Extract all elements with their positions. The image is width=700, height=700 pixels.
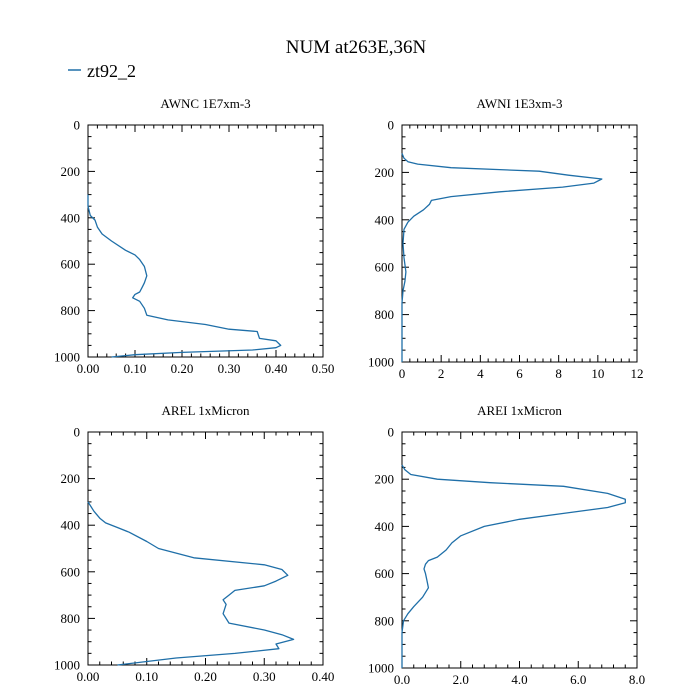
y-tick-label: 600: [375, 566, 395, 581]
series-line: [401, 153, 603, 362]
y-tick-label: 0: [74, 118, 81, 133]
panel-title: AREL 1xMicron: [162, 403, 250, 418]
y-tick-label: 200: [375, 165, 395, 180]
panel-title: AREI 1xMicron: [477, 403, 562, 418]
legend-entry: zt92_2: [87, 61, 136, 81]
y-tick-label: 400: [375, 212, 395, 227]
y-tick-label: 800: [375, 613, 395, 628]
y-tick-label: 800: [61, 611, 81, 626]
y-tick-label: 1000: [54, 350, 80, 365]
x-tick-label: 0.10: [124, 361, 147, 376]
panel-2: AWNI 1E3xm-3 0 2 4 6 8 10 12 0 200 400 600 800 1000: [368, 96, 644, 381]
y-tick-label: 1000: [368, 661, 394, 676]
y-tick-label: 200: [61, 164, 81, 179]
x-tick-label: 6: [516, 366, 523, 381]
y-tick-label: 1000: [54, 658, 80, 673]
legend: zt92_2: [68, 61, 136, 81]
x-tick-label: 0.10: [135, 669, 158, 684]
x-tick-label: 0.40: [312, 669, 335, 684]
y-tick-label: 600: [375, 260, 395, 275]
x-tick-label: 4.0: [511, 672, 527, 687]
x-tick-label: 0.50: [312, 361, 335, 376]
x-tick-label: 0.0: [394, 672, 410, 687]
y-tick-label: 200: [375, 472, 395, 487]
panel-title: AWNC 1E7xm-3: [160, 96, 250, 111]
figure-title: NUM at263E,36N: [286, 37, 427, 58]
panel-1: AWNC 1E7xm-3 0.00 0.10 0.20 0.30 0.40 0.50 0 200…: [54, 96, 334, 376]
panel-3: AREL 1xMicron 0.00 0.10 0.20 0.30 0.40 0 200 400…: [54, 403, 334, 684]
axis-frame: [401, 124, 638, 363]
x-tick-label: 0.40: [265, 361, 288, 376]
y-tick-label: 200: [61, 471, 81, 486]
x-tick-label: 0.30: [218, 361, 241, 376]
x-tick-label: 8: [555, 366, 562, 381]
y-tick-label: 0: [74, 425, 81, 440]
x-tick-label: 6.0: [570, 672, 586, 687]
y-tick-label: 1000: [368, 355, 394, 370]
x-tick-label: 4: [477, 366, 484, 381]
y-tick-label: 0: [388, 118, 395, 133]
x-tick-label: 0.20: [194, 669, 217, 684]
x-tick-label: 10: [591, 366, 604, 381]
series-line: [401, 464, 626, 668]
y-tick-label: 400: [375, 519, 395, 534]
y-tick-label: 600: [61, 564, 81, 579]
x-tick-label: 2.0: [453, 672, 469, 687]
y-tick-label: 600: [61, 257, 81, 272]
panel-title: AWNI 1E3xm-3: [477, 96, 563, 111]
panels: AWNC 1E7xm-30.00 0.10 0.20 0.30 0.40 0.500200…: [54, 96, 645, 687]
y-tick-label: 400: [61, 210, 81, 225]
axis-frame: [87, 431, 324, 666]
x-tick-label: 0.00: [77, 669, 100, 684]
x-tick-label: 0.30: [253, 669, 276, 684]
y-tick-label: 400: [61, 518, 81, 533]
x-tick-label: 0: [399, 366, 406, 381]
x-tick-label: 2: [438, 366, 445, 381]
y-tick-label: 0: [388, 425, 395, 440]
axis-frame: [87, 124, 324, 358]
x-tick-label: 0.00: [77, 361, 100, 376]
x-tick-label: 12: [631, 366, 644, 381]
series-line: [87, 501, 295, 666]
axis-frame: [401, 431, 638, 669]
y-tick-label: 800: [375, 307, 395, 322]
panel-4: AREI 1xMicron 0.0 2.0 4.0 6.0 8.0 0 200 400 600 80…: [368, 403, 645, 687]
x-tick-label: 8.0: [629, 672, 645, 687]
x-tick-label: 0.20: [171, 361, 194, 376]
series-line: [87, 194, 282, 358]
y-tick-label: 800: [61, 303, 81, 318]
